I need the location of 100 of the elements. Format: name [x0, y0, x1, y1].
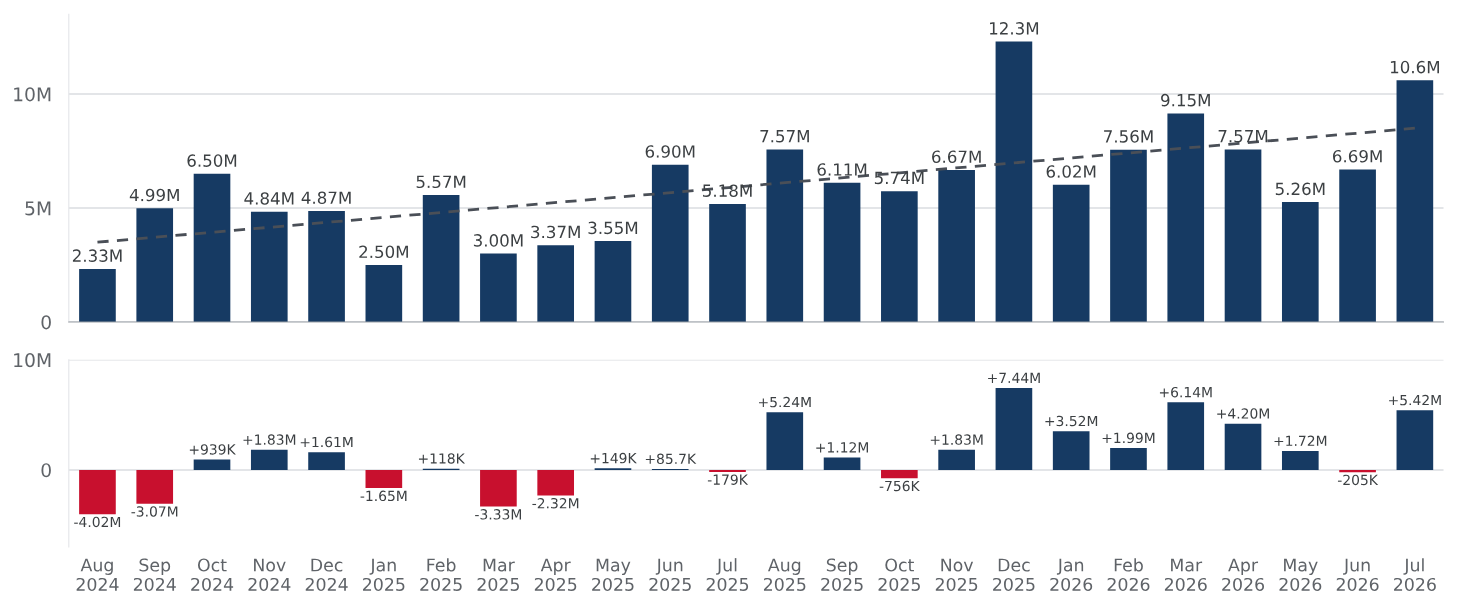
bar [823, 182, 861, 323]
data-label: 7.56M [1104, 130, 1153, 143]
bar [308, 452, 345, 470]
data-label: +149K [590, 452, 637, 464]
x-tick-label: Mar 2025 [477, 558, 519, 592]
data-label: +118K [418, 453, 466, 464]
y-tick-label: 0 [41, 315, 51, 330]
bar [480, 253, 517, 323]
data-label: 7.57M [760, 130, 809, 143]
bar [537, 245, 575, 323]
x-tick-label: Feb 2025 [420, 558, 462, 592]
x-tick-label: Jul 2025 [706, 558, 749, 592]
bar [1339, 169, 1376, 323]
bar [308, 210, 345, 323]
bar [1281, 451, 1319, 470]
data-label: +85.7K [645, 453, 697, 465]
data-label: 6.69M [1333, 149, 1382, 163]
data-label: +1.72M [1274, 435, 1327, 446]
bar [938, 169, 975, 323]
bar [136, 469, 174, 504]
x-tick-label: Jun 2025 [649, 558, 691, 592]
data-label: 7.57M [1218, 130, 1268, 143]
x-tick-label: Oct 2025 [878, 558, 920, 592]
data-label: 4.84M [244, 192, 294, 205]
bar [594, 241, 632, 323]
bar [995, 388, 1033, 470]
data-label: +3.52M [1045, 415, 1098, 427]
y-tick-label: 5M [25, 201, 51, 216]
data-label: 4.99M [129, 188, 179, 202]
x-tick-label: Oct 2024 [191, 558, 234, 592]
x-tick-label: Apr 2025 [534, 558, 577, 592]
data-label: +5.42M [1389, 394, 1441, 406]
bar [1110, 149, 1147, 323]
x-tick-label: Dec 2024 [305, 558, 348, 592]
x-tick-label: Jan 2026 [1050, 558, 1093, 592]
x-tick-label: Apr 2026 [1222, 558, 1265, 592]
bar [1396, 410, 1434, 470]
data-label: -3.07M [131, 506, 178, 517]
data-label: +4.20M [1217, 408, 1269, 419]
data-label: +1.61M [300, 436, 353, 448]
x-tick-label: May 2026 [1279, 558, 1322, 592]
data-label: +6.14M [1159, 386, 1212, 398]
bar [1167, 402, 1205, 470]
bar [823, 457, 861, 470]
x-tick-label: Feb 2026 [1107, 558, 1150, 592]
data-label: -756K [879, 480, 920, 492]
data-label: 3.37M [531, 225, 580, 239]
bar [709, 203, 746, 323]
x-tick-label: Nov 2025 [935, 558, 978, 592]
bar [365, 469, 403, 489]
data-label: 5.18M [703, 184, 752, 197]
bar [938, 449, 975, 470]
data-label: 9.15M [1161, 93, 1210, 107]
data-label: 6.50M [187, 154, 237, 167]
data-label: 3.00M [473, 234, 523, 247]
data-label: +1.83M [243, 434, 296, 445]
bar [136, 208, 174, 323]
data-label: 5.26M [1275, 182, 1325, 196]
bar [1396, 80, 1434, 323]
data-label: -2.32M [532, 497, 579, 509]
bar [365, 265, 403, 323]
data-label: 10.6M [1390, 60, 1439, 74]
data-label: 2.33M [72, 249, 122, 262]
x-tick-label: Jun 2026 [1336, 558, 1379, 592]
bar [1110, 448, 1147, 470]
y-tick-label: 10M [14, 87, 51, 102]
bar [881, 469, 918, 479]
bar [250, 449, 288, 470]
bar [537, 469, 575, 496]
bar [1224, 149, 1262, 323]
data-label: 12.3M [990, 22, 1039, 35]
data-label: 5.74M [874, 171, 924, 185]
x-tick-label: Nov 2024 [248, 558, 291, 592]
x-tick-label: Sep 2025 [821, 558, 863, 592]
x-tick-label: Aug 2025 [763, 558, 806, 592]
data-label: -205K [1337, 474, 1379, 486]
data-label: 6.11M [817, 163, 867, 176]
bar [193, 459, 231, 470]
data-label: -3.33M [475, 509, 521, 520]
bar [995, 41, 1033, 323]
data-label: 6.02M [1046, 165, 1096, 178]
bar [1052, 431, 1090, 470]
data-label: 4.87M [301, 191, 351, 205]
x-tick-label: Aug 2024 [76, 558, 119, 592]
data-label: -1.65M [360, 490, 407, 502]
data-label: -4.02M [74, 516, 121, 528]
bar [79, 268, 116, 323]
data-label: -179K [707, 474, 749, 485]
data-label: 6.67M [932, 150, 981, 164]
data-label: +1.12M [816, 442, 868, 453]
data-label: 2.50M [359, 245, 408, 259]
x-tick-label: Jan 2025 [363, 558, 405, 592]
bar [193, 173, 231, 323]
data-label: +1.83M [930, 434, 983, 445]
data-label: 3.55M [588, 221, 638, 235]
x-tick-label: May 2025 [592, 558, 634, 592]
x-tick-label: Jul 2026 [1394, 558, 1436, 592]
data-label: +7.44M [988, 372, 1040, 383]
bar [1281, 202, 1319, 323]
bar [1167, 113, 1205, 323]
